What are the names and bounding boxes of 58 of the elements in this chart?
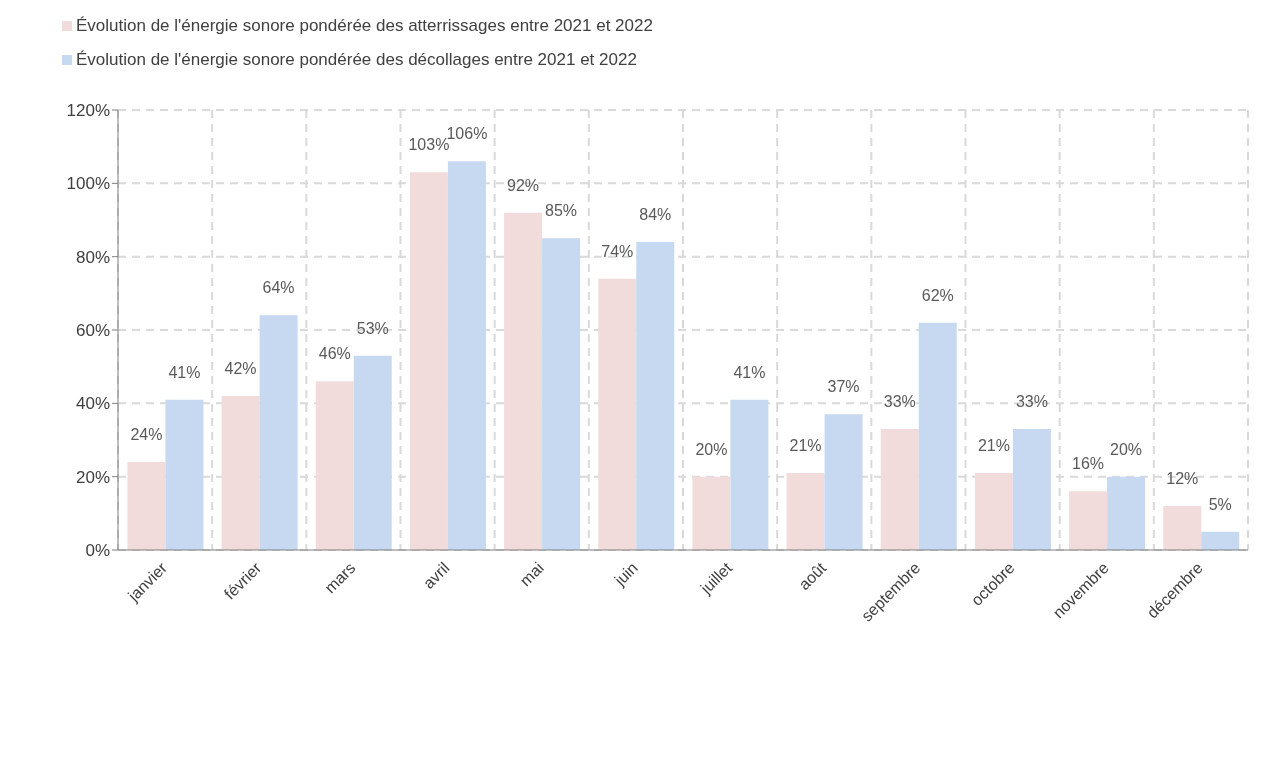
data-label: 20%: [695, 440, 728, 458]
data-label: 64%: [262, 279, 295, 297]
bar: [259, 315, 298, 550]
data-label: 12%: [1166, 470, 1199, 487]
y-tick-label: 80%: [75, 247, 110, 267]
data-label: 24%: [130, 426, 163, 443]
legend-label: Évolution de l'énergie sonore pondérée des décollages entre 2021 et 2022: [76, 50, 637, 70]
bar: [880, 429, 919, 550]
data-label: 5%: [1208, 495, 1232, 513]
data-label: 20%: [1110, 440, 1143, 458]
y-tick-label: 100%: [66, 174, 110, 194]
data-label: 37%: [827, 378, 860, 396]
bar: [353, 355, 392, 550]
data-label: 42%: [224, 360, 257, 377]
bar: [542, 238, 581, 550]
legend-label: Évolution de l'énergie sonore pondérée des atterrissages entre 2021 et 2022: [76, 16, 653, 36]
bar: [1069, 491, 1108, 550]
bar: [504, 212, 543, 550]
y-tick-label: 20%: [75, 467, 110, 487]
bar: [447, 161, 486, 550]
bar: [165, 399, 204, 550]
bar: [730, 399, 769, 550]
bar: [1201, 531, 1240, 550]
bar: [598, 278, 637, 550]
bar: [692, 476, 731, 550]
data-label: 74%: [601, 242, 634, 260]
y-tick-label: 60%: [75, 321, 110, 341]
data-label: 46%: [318, 345, 351, 363]
data-label: 41%: [168, 363, 201, 381]
data-label: 21%: [977, 437, 1010, 454]
bar: [786, 473, 825, 550]
x-tick-label: août: [795, 558, 830, 594]
x-tick-label: juin: [610, 559, 642, 590]
y-tick-label: 40%: [75, 394, 110, 414]
bar: [918, 322, 957, 550]
y-tick-label: 120%: [66, 101, 110, 121]
bar: [315, 381, 354, 550]
bar: [974, 473, 1013, 550]
bar: [1107, 476, 1146, 550]
data-label: 16%: [1072, 455, 1105, 473]
data-label: 85%: [545, 202, 578, 220]
bar: [409, 172, 448, 550]
bar: [824, 414, 863, 550]
bar: [221, 396, 260, 550]
bar: [127, 462, 166, 550]
data-label: 53%: [356, 319, 389, 337]
data-label: 84%: [639, 206, 672, 223]
bar: [1012, 429, 1051, 550]
bar: [636, 242, 675, 550]
y-tick-label: 0%: [85, 541, 110, 561]
data-label: 33%: [883, 393, 916, 410]
bar: [1163, 506, 1202, 550]
data-label: 21%: [789, 437, 822, 454]
data-label: 62%: [921, 286, 954, 304]
data-label: 41%: [733, 363, 766, 381]
x-tick-label: mai: [516, 559, 547, 590]
data-label: 92%: [507, 176, 540, 194]
data-label: 33%: [1015, 393, 1048, 410]
